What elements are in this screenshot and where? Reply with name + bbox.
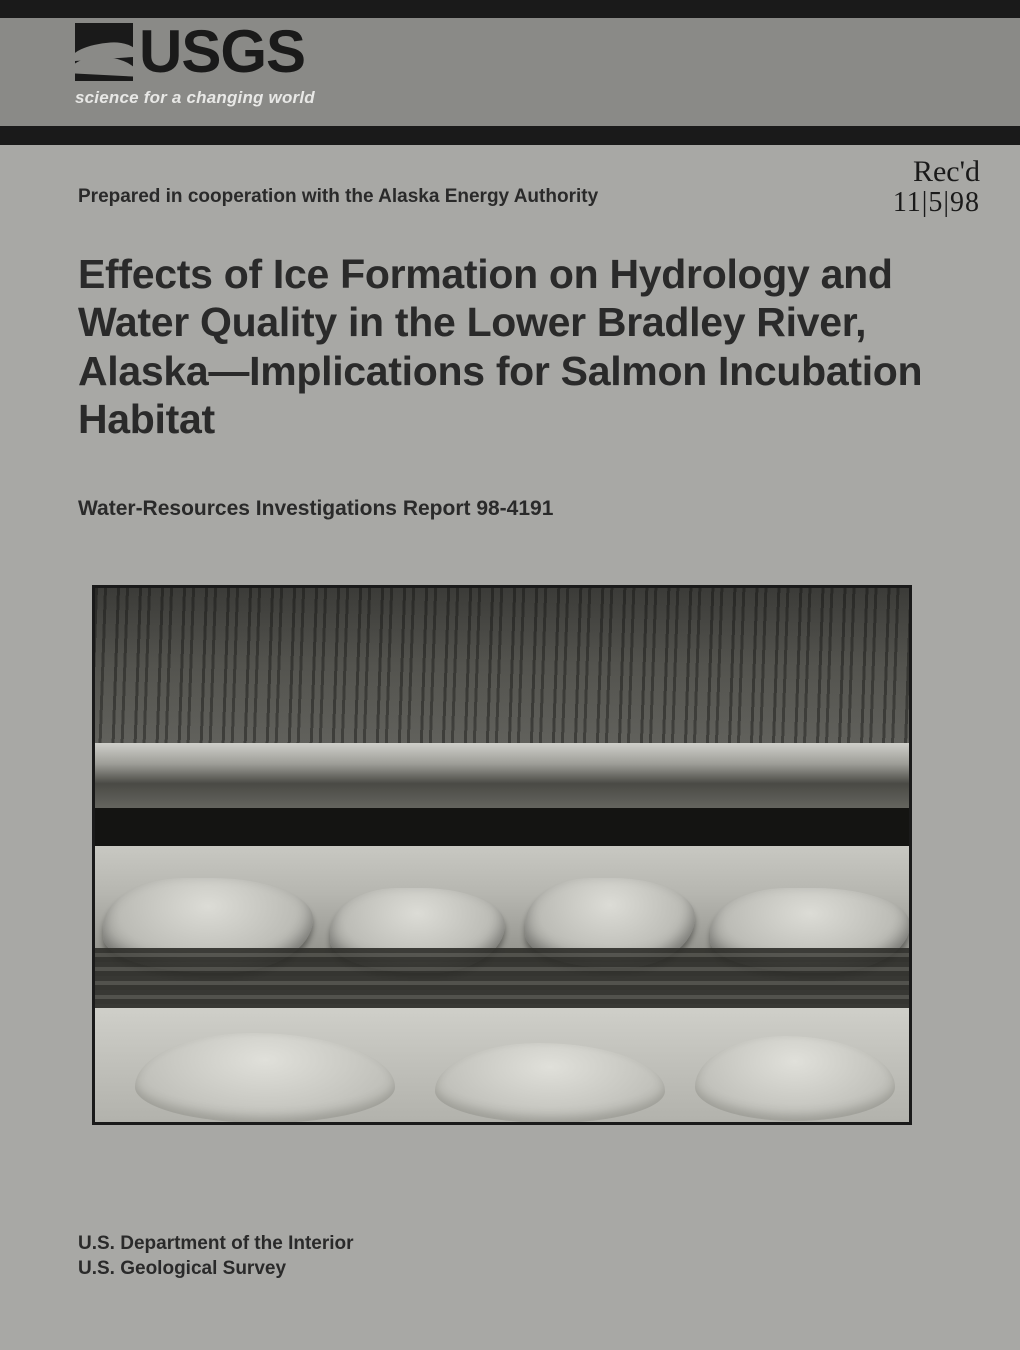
handwritten-line2: 11|5|98 [893, 188, 980, 219]
usgs-tagline: science for a changing world [75, 88, 315, 108]
document-page: USGS science for a changing world Prepar… [0, 0, 1020, 1350]
footer-agencies: U.S. Department of the Interior U.S. Geo… [78, 1231, 354, 1282]
handwritten-annotation: Rec'd 11|5|98 [893, 155, 980, 219]
cooperation-line: Prepared in cooperation with the Alaska … [78, 186, 598, 208]
photo-far-bank [95, 743, 909, 813]
footer-line1: U.S. Department of the Interior [78, 1231, 354, 1257]
usgs-wave-icon [75, 23, 133, 81]
report-title: Effects of Ice Formation on Hydrology an… [78, 250, 960, 444]
cover-photo [92, 585, 912, 1125]
footer-line2: U.S. Geological Survey [78, 1256, 354, 1282]
handwritten-line1: Rec'd [893, 155, 980, 188]
report-number: Water-Resources Investigations Report 98… [78, 497, 553, 521]
usgs-logo: USGS [75, 22, 305, 82]
usgs-logo-text: USGS [139, 22, 305, 82]
